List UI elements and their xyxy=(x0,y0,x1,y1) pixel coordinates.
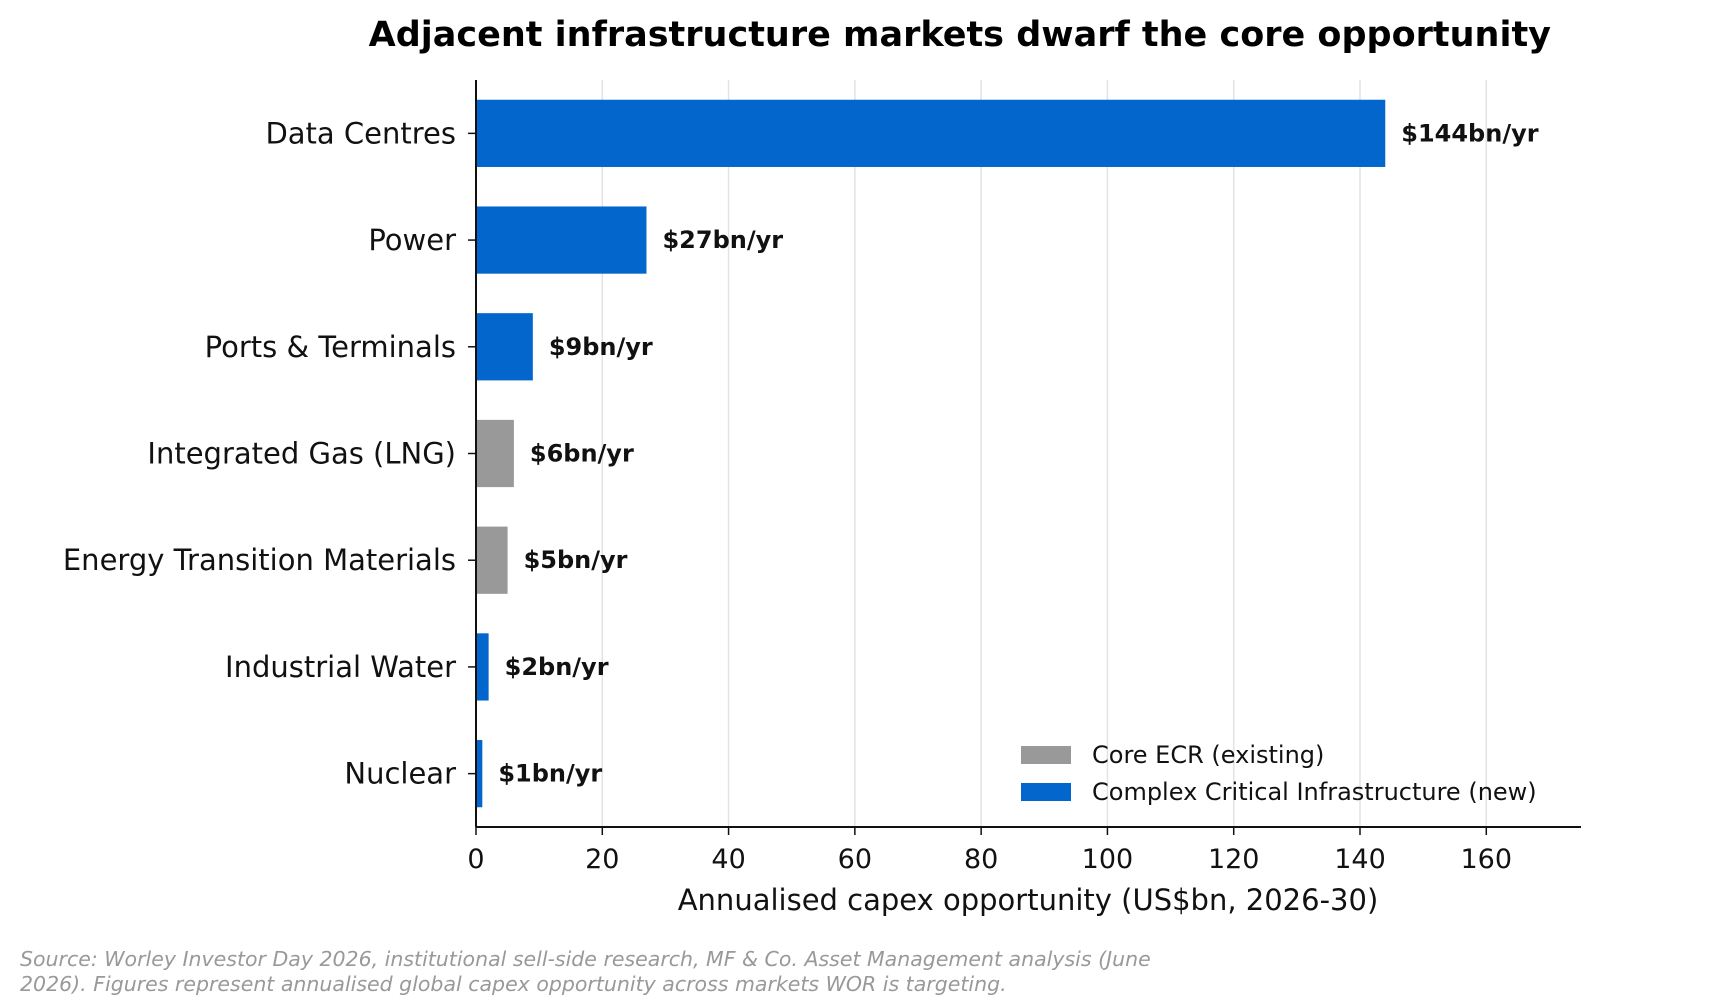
category-label: Integrated Gas (LNG) xyxy=(147,437,456,471)
bar xyxy=(476,99,1386,167)
legend-label: Core ECR (existing) xyxy=(1092,741,1324,769)
axes xyxy=(468,80,1581,835)
x-tick-label: 80 xyxy=(964,844,998,875)
bar xyxy=(476,633,489,701)
data-label: $27bn/yr xyxy=(662,226,783,254)
labels: 0 20 40 60 80 100 120 140 160 Data Centres $144bn/… xyxy=(63,116,1539,875)
bar xyxy=(476,526,508,594)
source-note: Source: Worley Investor Day 2026, instit… xyxy=(20,947,1151,996)
x-tick-label: 60 xyxy=(838,844,872,875)
bar xyxy=(476,740,483,808)
bar xyxy=(476,419,514,488)
category-label: Energy Transition Materials xyxy=(63,543,456,577)
x-tick-label: 120 xyxy=(1208,844,1260,875)
chart-title: Adjacent infrastructure markets dwarf th… xyxy=(369,15,1552,55)
x-tick-label: 140 xyxy=(1334,844,1386,875)
legend: Core ECR (existing) Complex Critical Infr… xyxy=(1021,741,1537,806)
x-tick-label: 0 xyxy=(467,844,484,875)
data-label: $2bn/yr xyxy=(505,653,609,681)
data-label: $1bn/yr xyxy=(498,760,602,788)
category-label: Data Centres xyxy=(265,116,456,150)
category-label: Power xyxy=(368,223,456,257)
legend-label: Complex Critical Infrastructure (new) xyxy=(1092,778,1537,806)
x-tick-label: 40 xyxy=(711,844,745,875)
category-label: Ports & Terminals xyxy=(205,330,456,364)
bars xyxy=(476,99,1386,808)
data-label: $9bn/yr xyxy=(549,333,653,361)
x-tick-label: 20 xyxy=(585,844,619,875)
bar xyxy=(476,206,647,274)
category-label: Industrial Water xyxy=(225,650,456,684)
data-label: $5bn/yr xyxy=(524,546,628,574)
legend-swatch xyxy=(1021,783,1071,801)
data-label: $144bn/yr xyxy=(1401,119,1538,147)
x-axis-title: Annualised capex opportunity (US$bn, 202… xyxy=(678,883,1379,917)
legend-swatch xyxy=(1021,746,1071,764)
gridlines xyxy=(601,80,1488,827)
category-label: Nuclear xyxy=(344,757,456,791)
data-label: $6bn/yr xyxy=(530,440,634,468)
x-tick-label: 100 xyxy=(1082,844,1134,875)
bar xyxy=(476,313,533,381)
x-tick-label: 160 xyxy=(1461,844,1513,875)
